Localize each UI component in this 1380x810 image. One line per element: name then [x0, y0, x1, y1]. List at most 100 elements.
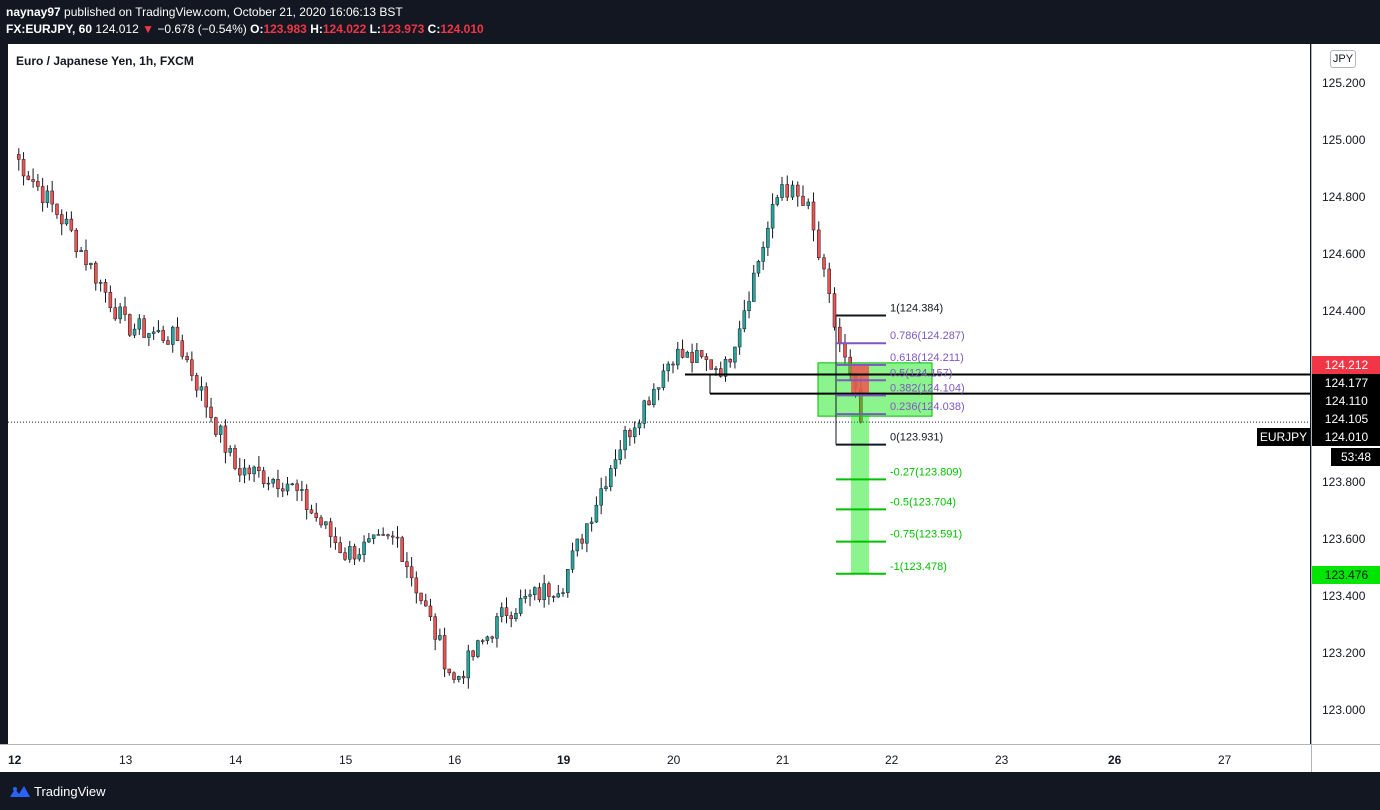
candle-body — [357, 554, 362, 560]
candle — [424, 593, 428, 607]
candle-body — [537, 587, 542, 601]
candle — [175, 317, 180, 342]
candle-body — [414, 577, 419, 594]
candle-body — [137, 318, 142, 330]
price-tick: 124.600 — [1322, 247, 1366, 261]
candle-body — [276, 478, 280, 490]
candle — [585, 523, 589, 553]
candle — [17, 148, 21, 171]
candle — [242, 458, 247, 484]
candle — [166, 336, 170, 345]
currency-badge[interactable]: JPY — [1330, 50, 1356, 68]
candle — [843, 334, 847, 366]
price-tick: 125.000 — [1322, 133, 1366, 147]
candle-body — [31, 179, 35, 182]
price-axis[interactable]: JPY 125.200 125.000 124.800 124.600 124.400 1… — [1311, 44, 1380, 744]
candle — [594, 496, 599, 523]
candle — [233, 444, 237, 471]
candle-body — [40, 186, 45, 203]
candle — [642, 399, 646, 429]
candle — [733, 346, 737, 369]
candle-body — [495, 616, 499, 639]
candle — [204, 382, 208, 418]
fib-level-label: 1(124.384) — [890, 303, 943, 315]
candle — [623, 425, 627, 459]
candle-body — [747, 301, 751, 311]
candle — [480, 638, 485, 645]
candle — [680, 339, 685, 359]
candle-body — [333, 536, 338, 544]
time-tick: 20 — [667, 753, 681, 767]
candle — [247, 464, 252, 481]
candle-body — [476, 640, 480, 657]
price-label: 124.110 — [1312, 392, 1380, 410]
candle — [796, 181, 800, 207]
candle — [756, 259, 761, 277]
candle — [618, 439, 623, 465]
candle-body — [300, 489, 304, 491]
candle-body — [457, 676, 461, 680]
candle — [98, 279, 103, 292]
candle — [79, 246, 83, 253]
chart-pane[interactable]: 1(124.384) 0.786(124.287) 0.618(124.211) 0.… — [8, 44, 1310, 744]
candle — [59, 209, 64, 236]
price-tick: 124.800 — [1322, 190, 1366, 204]
candle-body — [118, 306, 122, 320]
candle — [132, 323, 137, 339]
candle — [190, 351, 194, 382]
price-chart[interactable]: 1(124.384) 0.786(124.287) 0.618(124.211) 0.… — [8, 44, 1310, 744]
candle-body — [84, 250, 88, 266]
candle — [817, 221, 821, 261]
candle — [690, 343, 694, 373]
candle — [266, 476, 271, 491]
candle-body — [242, 467, 247, 476]
candle — [509, 611, 513, 628]
zone-box — [817, 362, 933, 417]
candle-body — [395, 536, 400, 539]
price-tick: 125.200 — [1322, 76, 1366, 90]
candle-body — [343, 552, 347, 560]
axis-corner[interactable] — [1311, 744, 1380, 772]
candle-body — [433, 616, 437, 640]
candle-body — [780, 184, 784, 198]
candle — [428, 598, 433, 621]
candle-body — [499, 607, 504, 617]
candle-body — [190, 359, 194, 376]
candle-body — [371, 534, 376, 539]
target-column — [851, 414, 869, 574]
time-tick: 27 — [1218, 753, 1232, 767]
candle — [442, 627, 447, 678]
candle-body — [843, 343, 847, 358]
candle — [737, 320, 742, 355]
candle — [528, 589, 532, 607]
candle — [599, 477, 603, 515]
candle — [747, 291, 751, 319]
symbol-tag: EURJPY — [1257, 428, 1310, 446]
price-label: 124.105 — [1312, 410, 1380, 428]
candle — [170, 325, 175, 353]
candle-body — [147, 333, 151, 338]
tradingview-logo-icon[interactable] — [8, 783, 32, 799]
brand-name[interactable]: TradingView — [34, 784, 106, 799]
candle-body — [194, 375, 199, 391]
publisher-name[interactable]: naynay97 — [6, 5, 61, 19]
time-axis[interactable]: 12 13 14 15 16 19 20 21 22 23 26 27 — [0, 744, 1311, 772]
close-label: C: — [427, 22, 441, 36]
candle-body — [59, 214, 64, 225]
fib-level-label: -0.27(123.809) — [890, 466, 962, 478]
candle-body — [381, 534, 385, 536]
candle-body — [637, 423, 642, 429]
price-label: 123.476 — [1312, 566, 1380, 584]
candle — [328, 517, 333, 548]
candle — [604, 476, 608, 492]
time-tick: 23 — [995, 753, 1009, 767]
candle — [742, 299, 747, 333]
candle — [238, 457, 242, 483]
candle-body — [214, 417, 218, 435]
candle-body — [811, 201, 816, 231]
candle — [589, 517, 594, 532]
candle-body — [295, 483, 299, 491]
candle — [471, 649, 475, 661]
candle — [405, 552, 409, 579]
candle — [575, 538, 580, 557]
